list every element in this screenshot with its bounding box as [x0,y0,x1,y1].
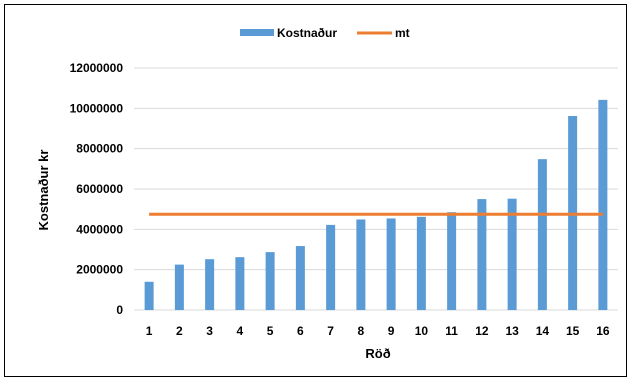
x-tick-label: 1 [146,324,153,338]
x-tick-label: 12 [475,324,489,338]
y-tick-label: 12000000 [70,61,124,75]
legend-bar-swatch [240,29,274,36]
x-tick-label: 11 [445,324,458,338]
y-tick-label: 0 [116,303,123,317]
x-tick-label: 5 [267,324,274,338]
bar-series [144,99,608,310]
bar [235,257,245,310]
y-tick-label: 6000000 [76,182,123,196]
x-tick-label: 6 [297,324,304,338]
y-tick-label: 8000000 [76,142,123,156]
x-tick-label: 7 [327,324,334,338]
x-tick-label: 16 [596,324,610,338]
y-axis-title: Kostnaður kr [36,150,51,231]
x-tick-label: 14 [536,324,550,338]
bar [174,264,184,310]
y-tick-label: 4000000 [76,222,123,236]
y-tick-label: 10000000 [70,101,124,115]
x-tick-label: 4 [237,324,244,338]
bar [356,219,366,310]
x-tick-label: 13 [505,324,519,338]
bar [447,212,457,310]
bar [598,99,608,310]
legend-bar-label: Kostnaður [277,26,337,40]
bar [416,216,426,310]
legend: Kostnaður mt [240,26,410,40]
x-tick-label: 3 [206,324,213,338]
x-tick-label: 8 [358,324,365,338]
bar [265,252,275,310]
legend-line-label: mt [395,26,410,40]
gridlines [134,67,618,311]
bar [205,259,215,310]
x-tick-label: 2 [176,324,183,338]
bar [386,218,396,310]
x-tick-labels: 1 2 3 4 5 6 7 8 9 10 11 12 13 14 15 16 [146,324,610,338]
y-tick-labels: 0 2000000 4000000 6000000 8000000 10000000 120… [70,61,124,317]
chart-frame [4,4,627,377]
bar [537,159,547,310]
x-tick-label: 10 [415,324,429,338]
y-tick-label: 2000000 [76,263,123,277]
bar [144,281,154,310]
x-tick-label: 9 [388,324,395,338]
x-tick-label: 15 [566,324,580,338]
x-axis-title: Röð [365,346,390,361]
bar [295,246,305,310]
bar [477,199,487,310]
bar [326,224,336,310]
bar [507,198,517,310]
